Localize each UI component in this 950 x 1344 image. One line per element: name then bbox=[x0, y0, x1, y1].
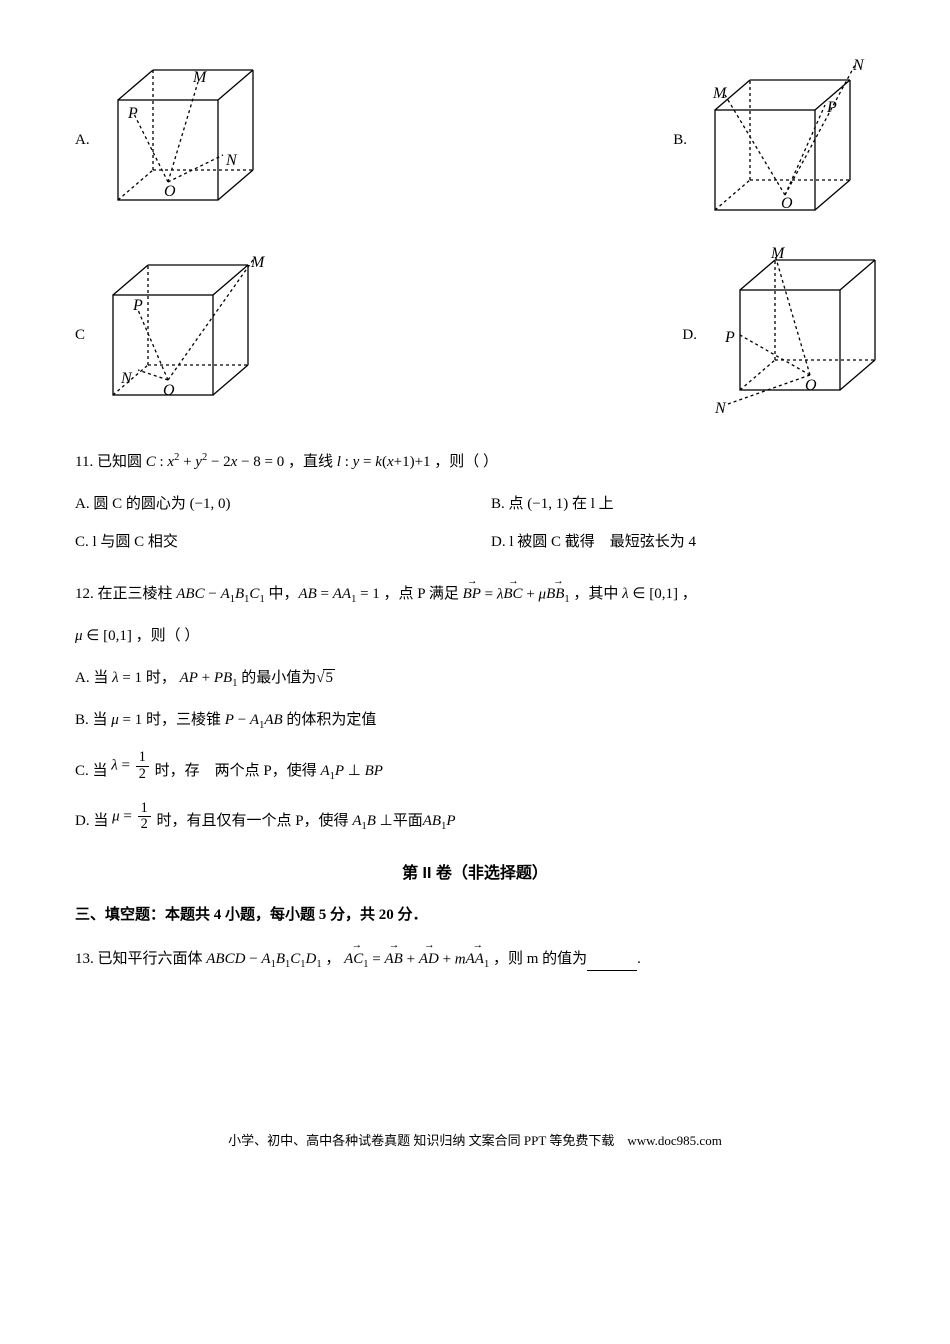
svg-text:M: M bbox=[192, 69, 208, 86]
q13-prefix: 13. 已知平行六面体 bbox=[75, 947, 203, 971]
q11-line-eq: l : y = k(x+1)+1 bbox=[333, 450, 434, 474]
q11-opt-b: B. 点 (−1, 1) 在 l 上 bbox=[491, 492, 875, 516]
diagram-c: M P N O bbox=[93, 255, 263, 415]
q13-body: ABCD − A1B1C1D1 bbox=[203, 947, 326, 971]
q12d-pre: D. 当 bbox=[75, 809, 108, 833]
q12-rng2: μ ∈ [0,1] bbox=[75, 624, 136, 648]
diagram-option-d: D. M P N O bbox=[682, 250, 875, 420]
q12d-expr: A1B ⊥ bbox=[349, 809, 393, 833]
svg-text:N: N bbox=[120, 370, 133, 387]
q12c-mid: 时，存 两个点 P，使得 bbox=[155, 759, 317, 783]
q12b-expr: P − A1AB bbox=[221, 708, 286, 732]
q11-circle-eq: C : x2 + y2 − 2x − 8 = 0 bbox=[142, 450, 288, 474]
svg-text:M: M bbox=[770, 245, 786, 262]
q12-stem: 12. 在正三棱柱 ABC − A1B1C1 中， AB = AA1 = 1 ，… bbox=[75, 580, 875, 606]
option-b-label: B. bbox=[673, 128, 687, 152]
diagram-a: M P N O bbox=[98, 60, 258, 220]
svg-text:N: N bbox=[714, 400, 727, 417]
q12-opt-a: A. 当 λ = 1 时， AP + PB1 的最小值为 5 bbox=[75, 666, 875, 690]
option-d-label: D. bbox=[682, 323, 697, 347]
q12a-cond: λ = 1 bbox=[108, 666, 145, 690]
q12c-pre: C. 当 bbox=[75, 759, 108, 783]
q12-mid1: 中， bbox=[268, 582, 298, 606]
q13-stem: 13. 已知平行六面体 ABCD − A1B1C1D1 ， AC1 = AB +… bbox=[75, 945, 875, 971]
q12a-val: 5 bbox=[316, 666, 335, 690]
option-a-label: A. bbox=[75, 128, 90, 152]
q12a-pre: A. 当 bbox=[75, 666, 108, 690]
q11a-val: (−1, 0) bbox=[190, 496, 231, 512]
q12d-mid: 时，有且仅有一个点 P，使得 bbox=[156, 809, 348, 833]
q11-stem: 11. 已知圆 C : x2 + y2 − 2x − 8 = 0 ，直线 l :… bbox=[75, 450, 875, 474]
q12a-mid: 时， bbox=[146, 666, 176, 690]
q12-opt-c: C. 当 λ = 12 时，存 两个点 P，使得 A1P ⊥ BP bbox=[75, 750, 875, 782]
q13-period: . bbox=[637, 947, 641, 971]
q12c-expr: A1P ⊥ BP bbox=[317, 759, 383, 783]
q12b-post: 的体积为定值 bbox=[286, 708, 376, 732]
q11-opt-a: A. 圆 C 的圆心为 (−1, 0) bbox=[75, 492, 459, 516]
q12a-expr: AP + PB1 bbox=[176, 666, 241, 690]
q12d-cond: μ = 12 bbox=[108, 801, 156, 833]
svg-text:P: P bbox=[132, 297, 143, 314]
section-2-heading: 第 II 卷（非选择题） bbox=[75, 861, 875, 887]
q12-cond2: BP = λBC + μBB1 bbox=[459, 580, 574, 606]
svg-text:P: P bbox=[826, 99, 837, 116]
q13-post: ，则 m 的值为 bbox=[493, 947, 587, 971]
svg-text:O: O bbox=[163, 382, 175, 399]
q12b-pre: B. 当 bbox=[75, 708, 108, 732]
svg-text:N: N bbox=[852, 57, 865, 74]
q12-stem-line2: μ ∈ [0,1] ，则（ ） bbox=[75, 624, 875, 648]
fill-heading: 三、填空题：本题共 4 小题，每小题 5 分，共 20 分． bbox=[75, 903, 875, 927]
q12-opt-d: D. 当 μ = 12 时，有且仅有一个点 P，使得 A1B ⊥ 平面 AB1P bbox=[75, 801, 875, 833]
svg-text:O: O bbox=[781, 195, 793, 212]
diagram-option-b: B. N M P O bbox=[673, 60, 875, 220]
q11a-pre: A. 圆 C 的圆心为 bbox=[75, 496, 186, 512]
q12-prefix: 12. 在正三棱柱 bbox=[75, 582, 173, 606]
diagram-b: N M P O bbox=[695, 60, 875, 220]
q11-tail: ，则（ ） bbox=[434, 450, 498, 474]
q11b-post: 在 l 上 bbox=[572, 496, 614, 512]
q13-mid: ， bbox=[325, 947, 340, 971]
q11b-pre: B. 点 bbox=[491, 496, 524, 512]
q11-prefix: 11. 已知圆 bbox=[75, 450, 142, 474]
option-c-label: C bbox=[75, 323, 85, 347]
page-footer: 小学、初中、高中各种试卷真题 知识归纳 文案合同 PPT 等免费下载 www.d… bbox=[75, 1131, 875, 1152]
diagram-option-a: A. M P N O bbox=[75, 60, 258, 220]
svg-text:O: O bbox=[164, 183, 176, 200]
q12-prism: ABC − A1B1C1 bbox=[173, 582, 269, 606]
q12-tail: ，则（ ） bbox=[136, 624, 200, 648]
q13-eq: AC1 = AB + AD + mAA1 bbox=[340, 945, 493, 971]
svg-text:M: M bbox=[712, 85, 728, 102]
diagram-option-c: C M P N O bbox=[75, 250, 263, 420]
q12-rng1: λ ∈ [0,1] bbox=[618, 582, 681, 606]
q12b-cond: μ = 1 bbox=[108, 708, 147, 732]
q13-blank bbox=[587, 956, 637, 971]
q11-line-prefix: ，直线 bbox=[288, 450, 333, 474]
svg-text:N: N bbox=[225, 152, 238, 169]
svg-text:M: M bbox=[250, 254, 266, 271]
q12d-plane: AB1P bbox=[423, 809, 456, 833]
q11-opt-d: D. l 被圆 C 截得 最短弦长为 4 bbox=[491, 530, 875, 554]
q12-mid2: ，点 P 满足 bbox=[384, 582, 459, 606]
q12b-mid: 时，三棱锥 bbox=[146, 708, 221, 732]
svg-text:O: O bbox=[805, 377, 817, 394]
svg-text:P: P bbox=[724, 329, 735, 346]
q12a-post: 的最小值为 bbox=[241, 666, 316, 690]
q12d-post: 平面 bbox=[393, 809, 423, 833]
q12-mid3: ，其中 bbox=[573, 582, 618, 606]
q12-cond1: AB = AA1 = 1 bbox=[298, 582, 383, 606]
svg-text:P: P bbox=[127, 105, 138, 122]
diagram-d: M P N O bbox=[705, 250, 875, 420]
q12c-cond: λ = 12 bbox=[108, 750, 155, 782]
q12-opt-b: B. 当 μ = 1 时，三棱锥 P − A1AB 的体积为定值 bbox=[75, 708, 875, 732]
q11b-val: (−1, 1) bbox=[527, 496, 568, 512]
q11-opt-c: C. l 与圆 C 相交 bbox=[75, 530, 459, 554]
